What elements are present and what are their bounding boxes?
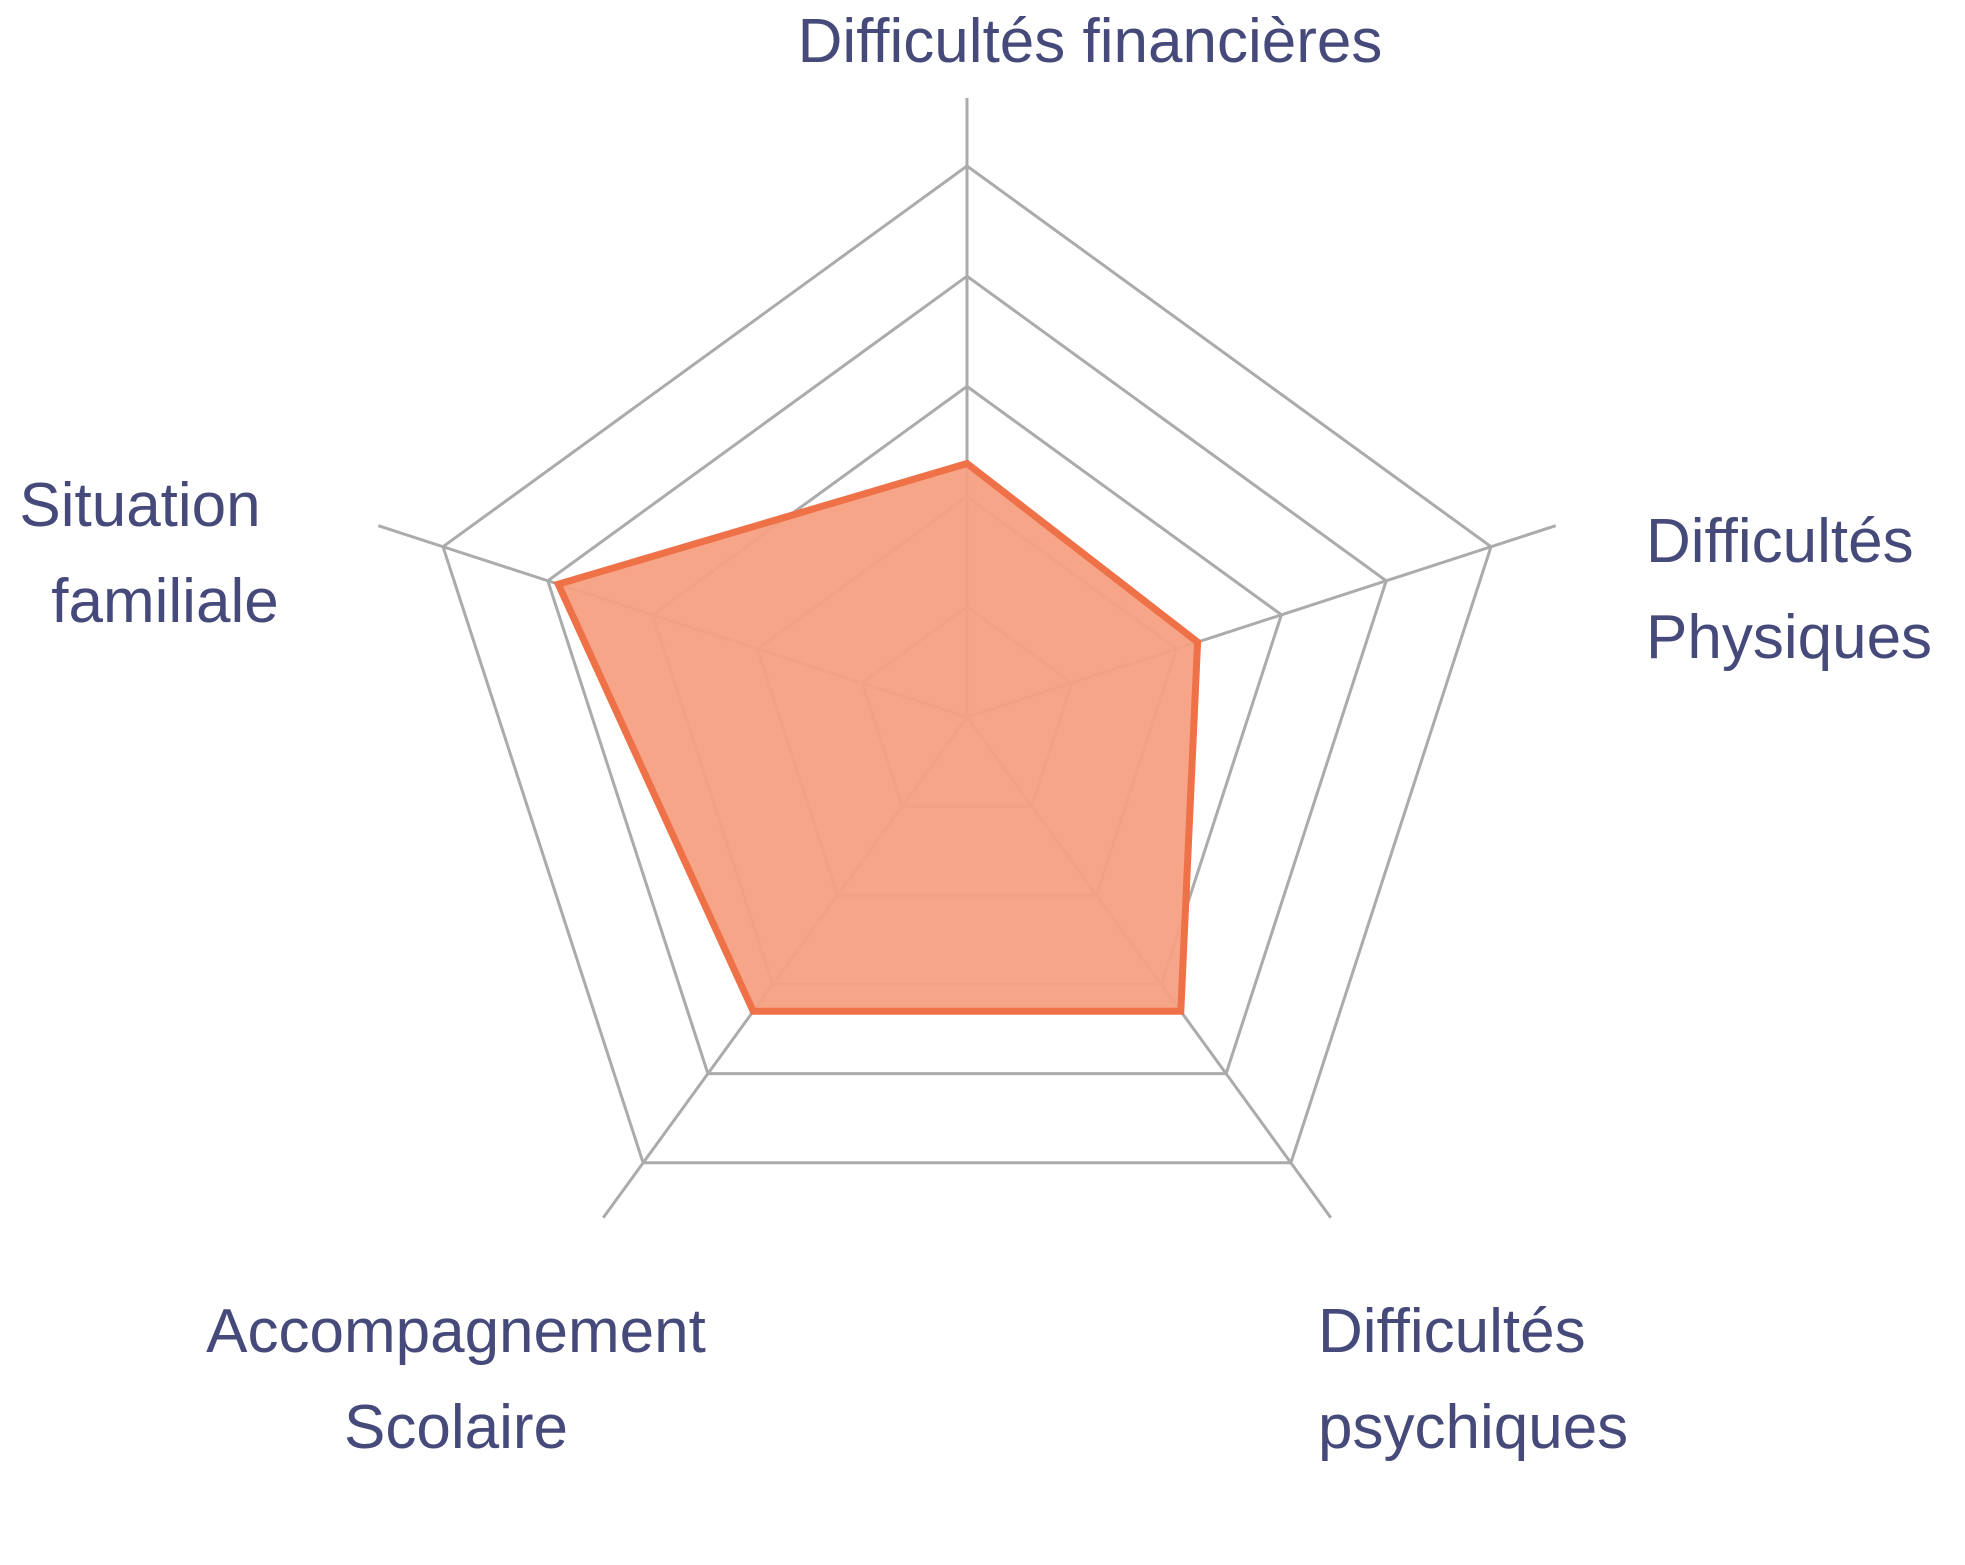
axis-label-line: familiale — [51, 567, 278, 636]
axis-label-line: Difficultés — [1318, 1297, 1586, 1366]
axis-label-line: psychiques — [1318, 1393, 1628, 1462]
grid-ring — [546, 274, 1388, 1076]
axis-label-line: Situation — [19, 471, 260, 540]
axis-label: Difficultés psychiques — [1318, 1297, 1628, 1462]
axis-label-line: Difficultés — [1646, 507, 1914, 576]
radar-series — [553, 459, 1202, 1015]
axis-label: Accompagnement Scolaire — [206, 1297, 706, 1462]
axis-label: Difficultés Physiques — [1646, 507, 1932, 672]
grid-ring — [441, 164, 1493, 1165]
axis-label: Difficultés financières — [798, 7, 1383, 76]
axis-label-line: Difficultés financières — [798, 7, 1383, 76]
series-area — [553, 459, 1202, 1015]
axis-label-line: Physiques — [1646, 603, 1932, 672]
axis-labels: Difficultés financières Difficultés Physiq… — [19, 7, 1932, 1462]
axis-label-line: Scolaire — [344, 1393, 568, 1462]
axis-label: Situation familiale — [19, 471, 278, 636]
axis-label-line: Accompagnement — [206, 1297, 706, 1366]
